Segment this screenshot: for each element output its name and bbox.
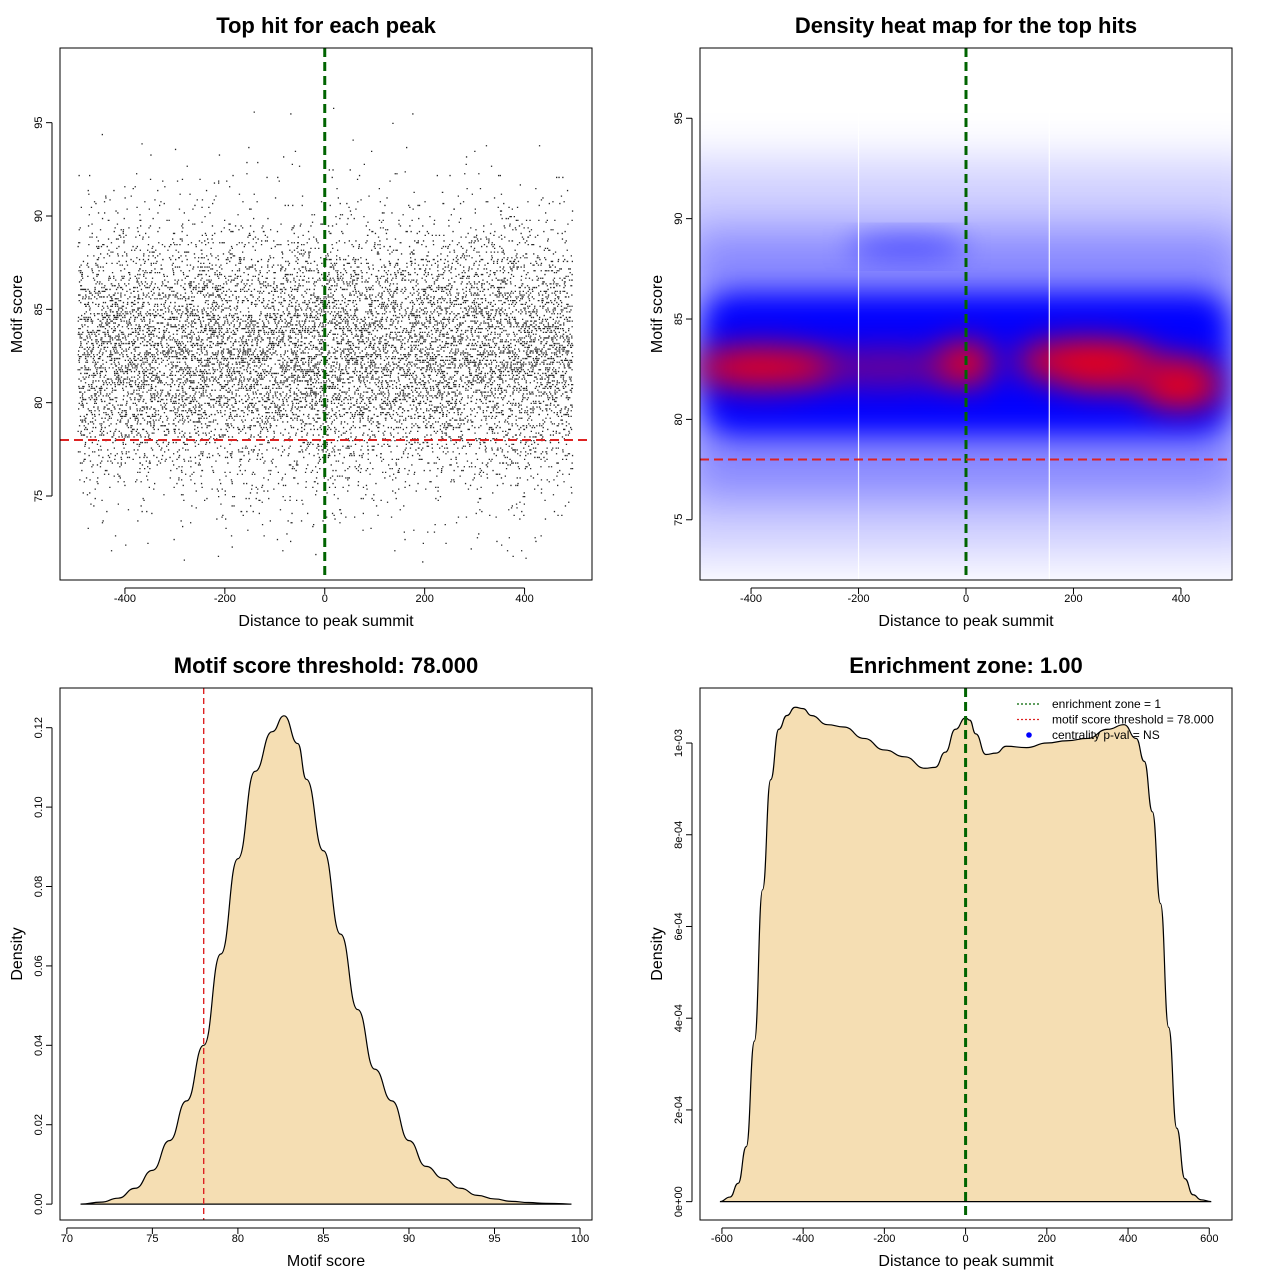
x-tick-label: 600 [1200, 1233, 1218, 1245]
x-tick-label: 95 [488, 1233, 500, 1245]
x-tick-label: 90 [403, 1233, 415, 1245]
chart-title: Enrichment zone: 1.00 [849, 653, 1083, 678]
legend-label: centrality p-val = NS [1052, 728, 1160, 742]
plot-border [59, 687, 593, 1221]
y-tick-label: 90 [33, 210, 45, 222]
legend-point [1026, 732, 1032, 738]
y-tick-label: 0.10 [33, 796, 45, 817]
chart-title: Density heat map for the top hits [795, 13, 1137, 38]
chart-title: Top hit for each peak [216, 13, 436, 38]
y-tick-label: 8e-04 [673, 821, 685, 849]
y-tick-label: 0.00 [33, 1193, 45, 1214]
y-tick-label: 0.06 [33, 955, 45, 976]
x-tick-label: 0 [963, 1233, 969, 1245]
x-tick-label: 400 [1119, 1233, 1137, 1245]
y-tick-label: 4e-04 [673, 1004, 685, 1032]
x-tick-label: 70 [61, 1233, 73, 1245]
legend-label: enrichment zone = 1 [1052, 697, 1161, 711]
x-tick-label: 75 [146, 1233, 158, 1245]
y-tick-label: 85 [673, 313, 685, 325]
plot-border [59, 47, 593, 581]
panel-4: Enrichment zone: 1.00 -600 -400 -200 0 200 400… [649, 653, 1233, 1270]
x-tick-label: 0 [963, 593, 969, 605]
density-curve [80, 715, 572, 1205]
y-axis-title: Motif score [649, 275, 666, 353]
y-tick-label: 80 [673, 413, 685, 425]
x-tick-label: 400 [1172, 593, 1190, 605]
heatmap-hotspot [700, 347, 832, 388]
y-tick-label: 95 [673, 112, 685, 124]
x-tick-label: 400 [515, 593, 533, 605]
x-tick-label: -200 [214, 593, 236, 605]
density-area [80, 715, 572, 1205]
heatmap-upper-blob [846, 234, 967, 259]
legend: enrichment zone = 1 motif score threshold… [1017, 697, 1214, 742]
y-tick-label: 0.12 [33, 717, 45, 738]
panel-3: Motif score threshold: 78.000 70 75 80 85 90 9… [9, 653, 593, 1270]
x-tick-label: 200 [1038, 1233, 1056, 1245]
x-axis-title: Distance to peak summit [878, 1253, 1054, 1270]
legend-label: motif score threshold = 78.000 [1052, 713, 1214, 727]
y-tick-label: 0.02 [33, 1114, 45, 1135]
x-tick-label: -600 [711, 1233, 733, 1245]
x-tick-label: -400 [792, 1233, 814, 1245]
y-tick-label: 2e-04 [673, 1096, 685, 1124]
plot-border [699, 47, 1233, 581]
plot-border [699, 687, 1233, 1221]
x-tick-label: 100 [571, 1233, 589, 1245]
heatmap-hotspot-bridge [795, 349, 976, 386]
y-tick-label: 0.08 [33, 876, 45, 897]
y-tick-label: 90 [673, 213, 685, 225]
x-tick-label: -200 [848, 593, 870, 605]
y-axis-title: Density [649, 927, 666, 980]
x-tick-label: -400 [114, 593, 136, 605]
y-tick-label: 95 [33, 117, 45, 129]
y-tick-label: 75 [673, 514, 685, 526]
y-tick-label: 75 [33, 490, 45, 502]
x-tick-label: -400 [740, 593, 762, 605]
x-tick-label: 200 [1064, 593, 1082, 605]
y-tick-label: 1e-03 [673, 729, 685, 757]
heatmap-hotspot-bridge [1057, 355, 1218, 392]
y-axis-title: Motif score [9, 275, 26, 353]
x-axis-title: Motif score [287, 1253, 365, 1270]
y-tick-label: 0.04 [33, 1035, 45, 1056]
panel-2: Density heat map for the top hits -400 -20… [649, 13, 1233, 630]
y-tick-label: 6e-04 [673, 912, 685, 940]
y-axis-title: Density [9, 927, 26, 980]
x-tick-label: 200 [415, 593, 433, 605]
y-tick-label: 0e+00 [673, 1186, 685, 1217]
panel-1: Top hit for each peak -400 -200 0 200 400 75 80… [9, 13, 593, 630]
x-tick-label: -200 [873, 1233, 895, 1245]
x-tick-label: 80 [232, 1233, 244, 1245]
heatmap-layer [700, 48, 1232, 580]
x-tick-label: 0 [322, 593, 328, 605]
x-axis-title: Distance to peak summit [238, 613, 414, 630]
x-axis-title: Distance to peak summit [878, 613, 1054, 630]
chart-title: Motif score threshold: 78.000 [174, 653, 478, 678]
y-tick-label: 80 [33, 397, 45, 409]
y-tick-label: 85 [33, 303, 45, 315]
x-tick-label: 85 [317, 1233, 329, 1245]
